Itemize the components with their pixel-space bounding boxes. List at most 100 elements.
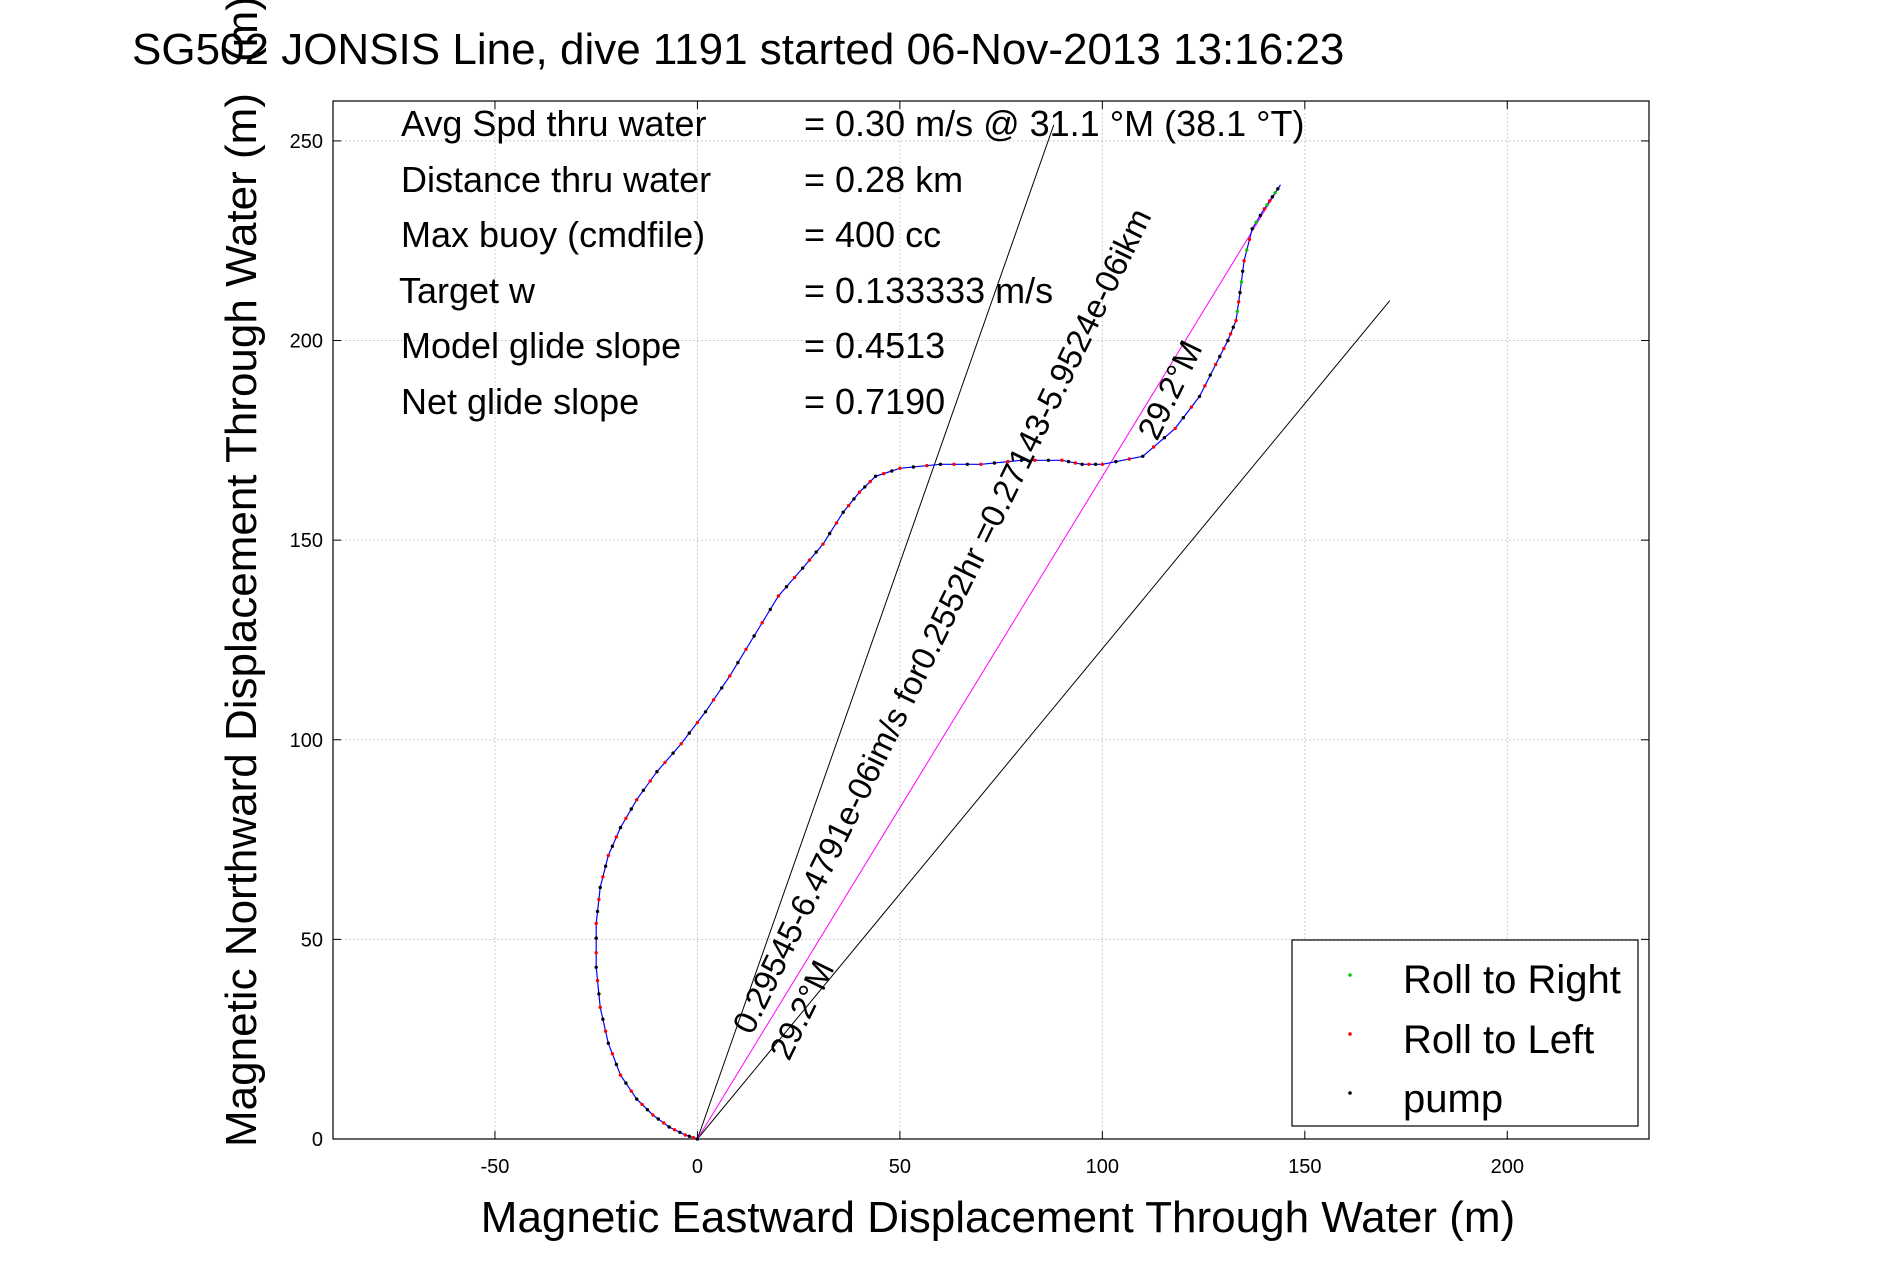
roll-right-point <box>1235 309 1240 313</box>
pump-point <box>873 474 878 478</box>
pump-point <box>1162 436 1167 440</box>
pump-point <box>678 1130 682 1135</box>
pump-point <box>1141 454 1145 458</box>
plot-frame <box>332 100 1650 1140</box>
roll-left-point <box>662 1121 666 1125</box>
pump-point <box>610 844 615 848</box>
roll-left-point <box>1203 384 1207 388</box>
pump-point <box>1114 459 1118 464</box>
roll-left-point <box>898 466 902 470</box>
pump-point <box>597 992 601 996</box>
current-vector-line <box>697 184 1281 1140</box>
pump-point <box>703 710 708 714</box>
legend-label-roll-left: Roll to Left <box>1403 1018 1594 1062</box>
pump-point <box>890 469 894 473</box>
roll-left-point <box>728 674 732 678</box>
legend-label-roll-right: Roll to Right <box>1403 958 1621 1002</box>
stat-label-net-glide: Net glide slope <box>401 381 639 422</box>
roll-left-point <box>598 1005 602 1009</box>
roll-left-point <box>606 853 610 858</box>
roll-left-point <box>648 779 652 783</box>
stat-value-avg-spd: = 0.30 m/s @ 31.1 °M (38.1 °T) <box>804 103 1305 144</box>
pump-point <box>1019 458 1024 462</box>
reference-lines <box>696 124 1391 1140</box>
pump-point <box>1181 416 1186 420</box>
stat-label-model-glide: Model glide slope <box>401 325 681 366</box>
roll-left-point <box>595 978 600 983</box>
roll-left-point <box>624 816 628 820</box>
y-tick-label: 150 <box>290 530 323 552</box>
roll-left-point <box>610 1052 615 1056</box>
roll-left-point <box>1006 459 1010 464</box>
pump-point <box>1046 458 1051 462</box>
roll-right-point <box>1245 248 1249 252</box>
pump-point <box>768 607 772 612</box>
pump-point <box>801 566 805 570</box>
pump-point <box>863 485 867 489</box>
roll-left-point <box>614 835 619 839</box>
roll-left-point <box>601 875 605 879</box>
pump-point <box>1276 187 1280 191</box>
y-tick-label: 200 <box>290 331 323 353</box>
pump-point <box>629 807 633 811</box>
pump-point <box>1250 227 1254 231</box>
stat-value-model-glide: = 0.4513 <box>804 325 945 366</box>
y-tick-label: 100 <box>290 730 323 752</box>
roll-left-point <box>821 542 825 546</box>
pump-point <box>1231 325 1236 329</box>
roll-left-point <box>672 1128 677 1132</box>
pump-point <box>965 462 970 466</box>
stat-value-distance: = 0.28 km <box>804 159 963 200</box>
roll-left-point <box>1222 346 1226 351</box>
roll-left-point <box>857 490 862 494</box>
legend-marker-roll-right <box>1348 973 1352 977</box>
x-tick-label: 150 <box>1288 1156 1321 1178</box>
x-tick-label: 50 <box>889 1156 911 1178</box>
roll-left-point <box>1189 405 1194 409</box>
roll-left-point <box>711 698 716 702</box>
stat-value-target-w: = 0.133333 m/s <box>804 270 1053 311</box>
stat-label-max-buoy: Max buoy (cmdfile) <box>401 214 705 255</box>
pump-point <box>1080 462 1084 466</box>
pump-point <box>938 462 943 466</box>
ticks: -50 0 50 100 150 200 0 50 100 150 200 250 <box>290 101 1649 1178</box>
roll-left-point <box>663 760 667 765</box>
roll-left-point <box>640 1102 644 1107</box>
roll-left-point <box>1173 426 1177 431</box>
pump-point <box>992 461 997 465</box>
pump-point <box>645 1108 650 1112</box>
stat-value-max-buoy: = 400 cc <box>804 214 941 255</box>
x-tick-label: -50 <box>481 1156 510 1178</box>
track <box>594 184 1281 1141</box>
roll-left-point <box>629 1089 633 1093</box>
roll-left-point <box>1268 199 1272 203</box>
roll-left-point <box>846 503 851 508</box>
roll-left-point <box>925 463 929 468</box>
y-tick-label: 0 <box>312 1129 323 1151</box>
pump-point <box>656 1117 660 1121</box>
roll-left-point <box>635 798 639 802</box>
pump-point <box>667 1125 671 1129</box>
pump-point <box>601 1017 605 1021</box>
roll-left-point <box>691 1136 696 1140</box>
pump-point <box>1270 195 1275 199</box>
roll-left-point <box>807 558 812 562</box>
roll-left-point <box>695 720 700 725</box>
legend: Roll to Right Roll to Left pump <box>1291 939 1639 1127</box>
roll-left-point <box>868 479 872 484</box>
y-tick-label: 250 <box>290 131 323 153</box>
pump-point <box>911 465 916 469</box>
pump-point <box>635 1097 639 1101</box>
roll-left-point <box>882 471 886 476</box>
roll-right-point <box>1254 220 1258 224</box>
roll-left-point <box>1073 461 1078 465</box>
pump-point <box>852 497 856 501</box>
roll-left-point <box>594 951 598 955</box>
pump-point <box>1226 338 1230 343</box>
chart-title: SG502 JONSIS Line, dive 1191 started 06-… <box>132 25 1344 74</box>
roll-left-point <box>1151 445 1156 449</box>
x-tick-label: 200 <box>1491 1156 1524 1178</box>
x-axis-label: Magnetic Eastward Displacement Through W… <box>481 1193 1515 1242</box>
pump-point <box>720 686 724 690</box>
